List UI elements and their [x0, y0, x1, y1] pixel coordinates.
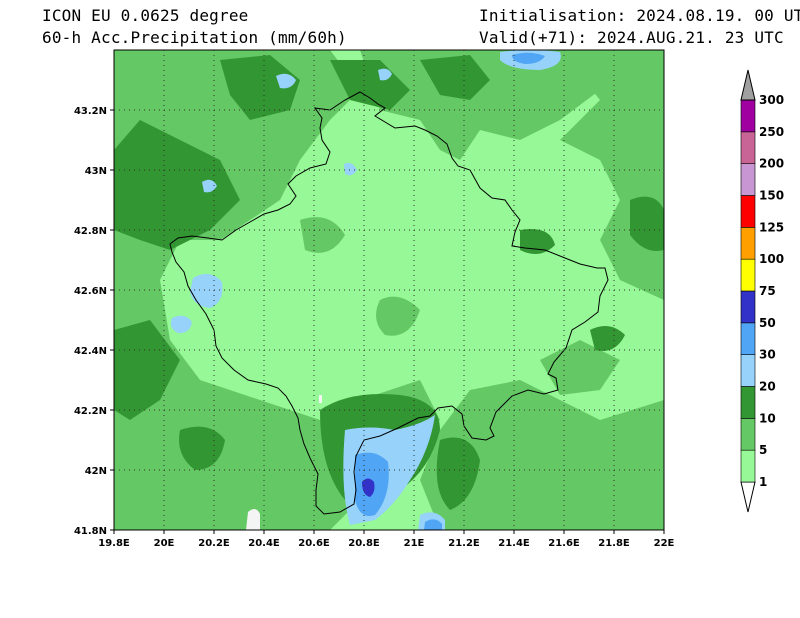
lon-tick-label: 22E [654, 538, 675, 549]
colorbar-swatch [740, 449, 756, 483]
colorbar-level-label: 250 [759, 125, 784, 139]
model-title: ICON EU 0.0625 degree [42, 6, 249, 25]
colorbar-level-label: 75 [759, 284, 776, 298]
colorbar-level-label: 20 [759, 380, 776, 394]
border-outline [169, 91, 609, 515]
lat-tick-label: 42N [85, 466, 107, 477]
colorbar-level-label: 150 [759, 189, 784, 203]
colorbar-swatch [740, 99, 756, 133]
field-title: 60-h Acc.Precipitation (mm/60h) [42, 28, 347, 47]
lon-tick-label: 20.2E [198, 538, 230, 549]
field-below-1mm-spot [319, 395, 322, 403]
lon-tick-label: 20.6E [298, 538, 330, 549]
lon-tick-label: 20E [154, 538, 175, 549]
lon-tick-label: 20.8E [348, 538, 380, 549]
colorbar-below-triangle [740, 481, 756, 513]
lat-tick-label: 43.2N [74, 106, 107, 117]
colorbar-swatch [740, 322, 756, 355]
colorbar-level-label: 125 [759, 220, 784, 234]
colorbar-swatch [740, 195, 756, 228]
colorbar-swatch [740, 227, 756, 260]
lon-tick-label: 19.8E [98, 538, 130, 549]
colorbar-level-label: 100 [759, 252, 784, 266]
field-75mm-area [362, 478, 375, 497]
initialisation-time: Initialisation: 2024.08.19. 00 UTC [479, 6, 800, 25]
lon-tick-label: 21.2E [448, 538, 480, 549]
colorbar-swatch [740, 290, 756, 324]
longitude-axis: 19.8E 20E 20.2E 20.4E 20.6E 20.8E 21E 21.2E 21.4… [98, 530, 675, 549]
lon-tick-label: 21.6E [548, 538, 580, 549]
lon-tick-label: 21.8E [598, 538, 630, 549]
lat-lon-grid [114, 50, 664, 530]
colorbar-swatch [740, 354, 756, 387]
lat-tick-label: 41.8N [74, 526, 107, 537]
colorbar-level-label: 50 [759, 316, 776, 330]
colorbar-swatch [740, 131, 756, 164]
colorbar-level-label: 30 [759, 348, 776, 362]
lat-tick-label: 43N [85, 166, 107, 177]
colorbar-legend: 1 5 10 20 30 50 75 100 125 150 200 250 300 [740, 69, 784, 513]
colorbar-level-label: 1 [759, 475, 767, 489]
latitude-axis: 41.8N 42N 42.2N 42.4N 42.6N 42.8N 43N 43.2N [74, 106, 114, 537]
colorbar-above-triangle [740, 69, 756, 101]
colorbar-swatch [740, 258, 756, 292]
lon-tick-label: 20.4E [248, 538, 280, 549]
lat-tick-label: 42.2N [74, 406, 107, 417]
colorbar-level-label: 5 [759, 443, 767, 457]
lon-tick-label: 21E [404, 538, 425, 549]
lon-tick-label: 21.4E [498, 538, 530, 549]
field-below-1mm-area [246, 508, 260, 530]
valid-time: Valid(+71): 2024.AUG.21. 23 UTC [479, 28, 784, 47]
lat-tick-label: 42.8N [74, 226, 107, 237]
lat-tick-label: 42.4N [74, 346, 107, 357]
colorbar-level-label: 10 [759, 411, 776, 425]
colorbar-level-label: 300 [759, 93, 784, 107]
colorbar-swatch [740, 386, 756, 419]
colorbar-swatch [740, 163, 756, 196]
colorbar-level-label: 200 [759, 157, 784, 171]
lat-tick-label: 42.6N [74, 286, 107, 297]
colorbar-swatch [740, 418, 756, 451]
